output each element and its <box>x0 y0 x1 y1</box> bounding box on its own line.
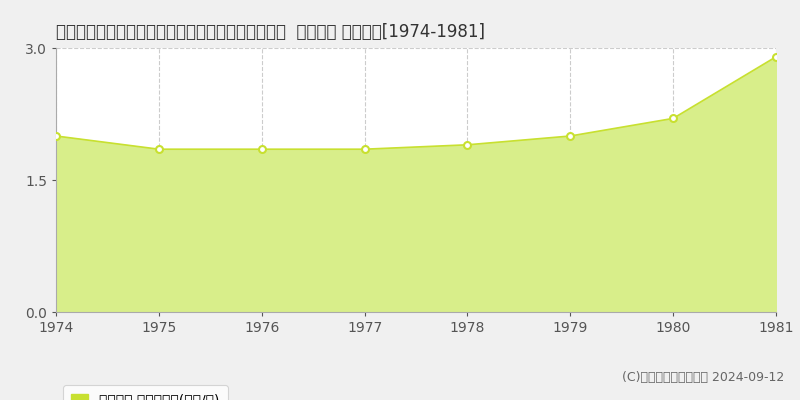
Legend: 地価公示 平均坪単価(万円/坪): 地価公示 平均坪単価(万円/坪) <box>63 385 228 400</box>
Text: (C)土地価格ドットコム 2024-09-12: (C)土地価格ドットコム 2024-09-12 <box>622 371 784 384</box>
Text: 青森県南津軽郡田舎館村大字畑中字上野１５３番４  地価公示 地価推移[1974-1981]: 青森県南津軽郡田舎館村大字畑中字上野１５３番４ 地価公示 地価推移[1974-1… <box>56 23 485 41</box>
